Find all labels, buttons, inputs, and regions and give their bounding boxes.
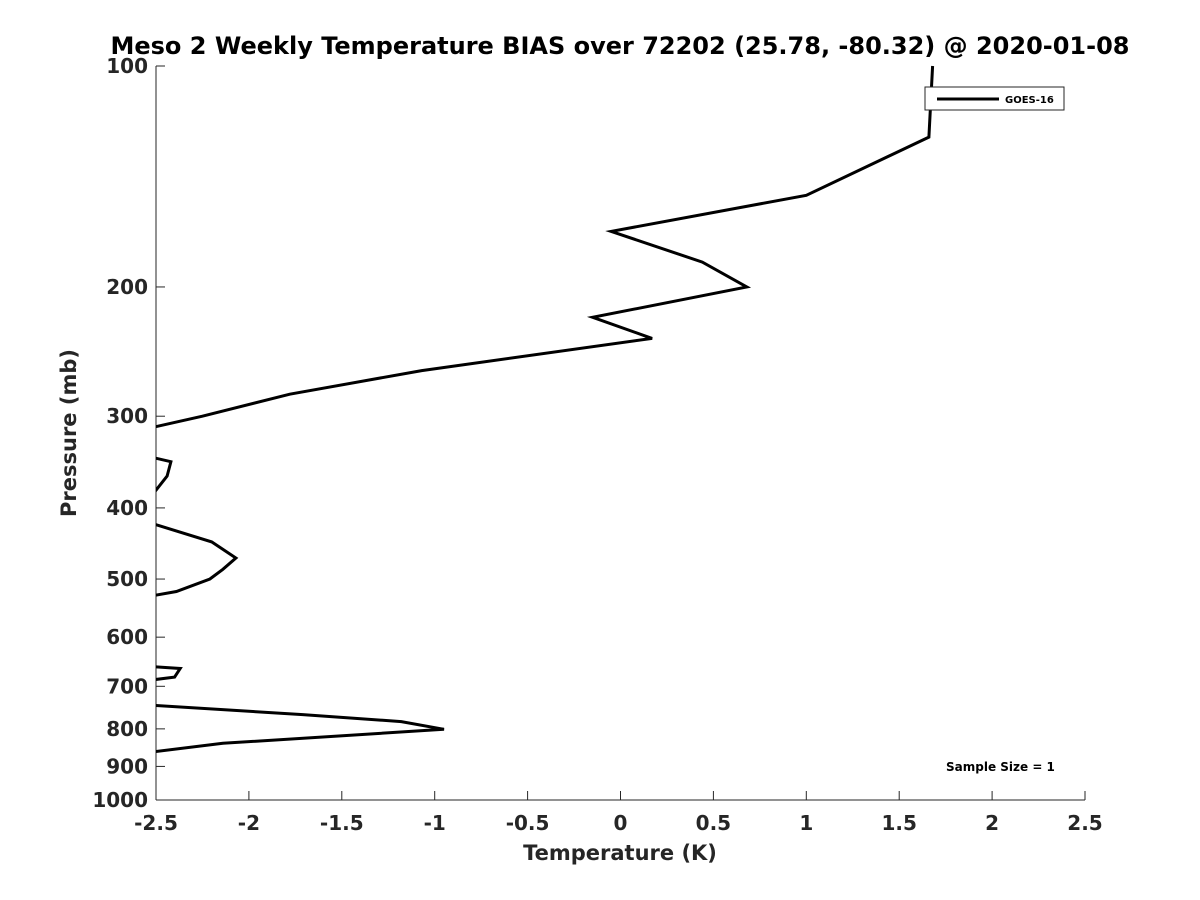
legend: GOES-16 [924,86,1065,111]
y-tick-label: 600 [106,625,148,649]
series-layer [156,65,935,753]
y-tick-label: 900 [106,754,148,778]
x-tick-label: 2.5 [1067,811,1102,835]
y-tick-label: 500 [106,567,148,591]
y-tick-label: 1000 [92,788,148,812]
x-axis-label: Temperature (K) [523,841,717,865]
x-tick-label: 2 [985,811,999,835]
x-tick-label: -2.5 [134,811,178,835]
x-tick-label: 1 [799,811,813,835]
x-tick-label: -0.5 [506,811,550,835]
sample-size-annotation: Sample Size = 1 [946,760,1055,774]
x-tick-label: -2 [238,811,260,835]
legend-label-goes-16: GOES-16 [1005,95,1054,106]
y-tick-label: 800 [106,717,148,741]
x-tick-label: 1.5 [881,811,916,835]
chart-title: Meso 2 Weekly Temperature BIAS over 7220… [110,32,1129,60]
y-tick-label: 700 [106,674,148,698]
y-tick-label: 200 [106,275,148,299]
x-tick-label: 0.5 [696,811,731,835]
y-tick-label: 400 [106,496,148,520]
x-ticks: -2.5 -2 -1.5 -1 -0.5 0 0.5 1 1.5 2 2.5 [134,791,1103,835]
x-tick-label: -1 [424,811,446,835]
y-tick-label: 100 [106,54,148,78]
x-tick-label: -1.5 [320,811,364,835]
y-ticks: 100 200 300 400 500 600 700 800 900 1000 [92,54,165,812]
x-tick-label: 0 [614,811,628,835]
y-axis-label: Pressure (mb) [57,349,81,517]
y-tick-label: 300 [106,404,148,428]
